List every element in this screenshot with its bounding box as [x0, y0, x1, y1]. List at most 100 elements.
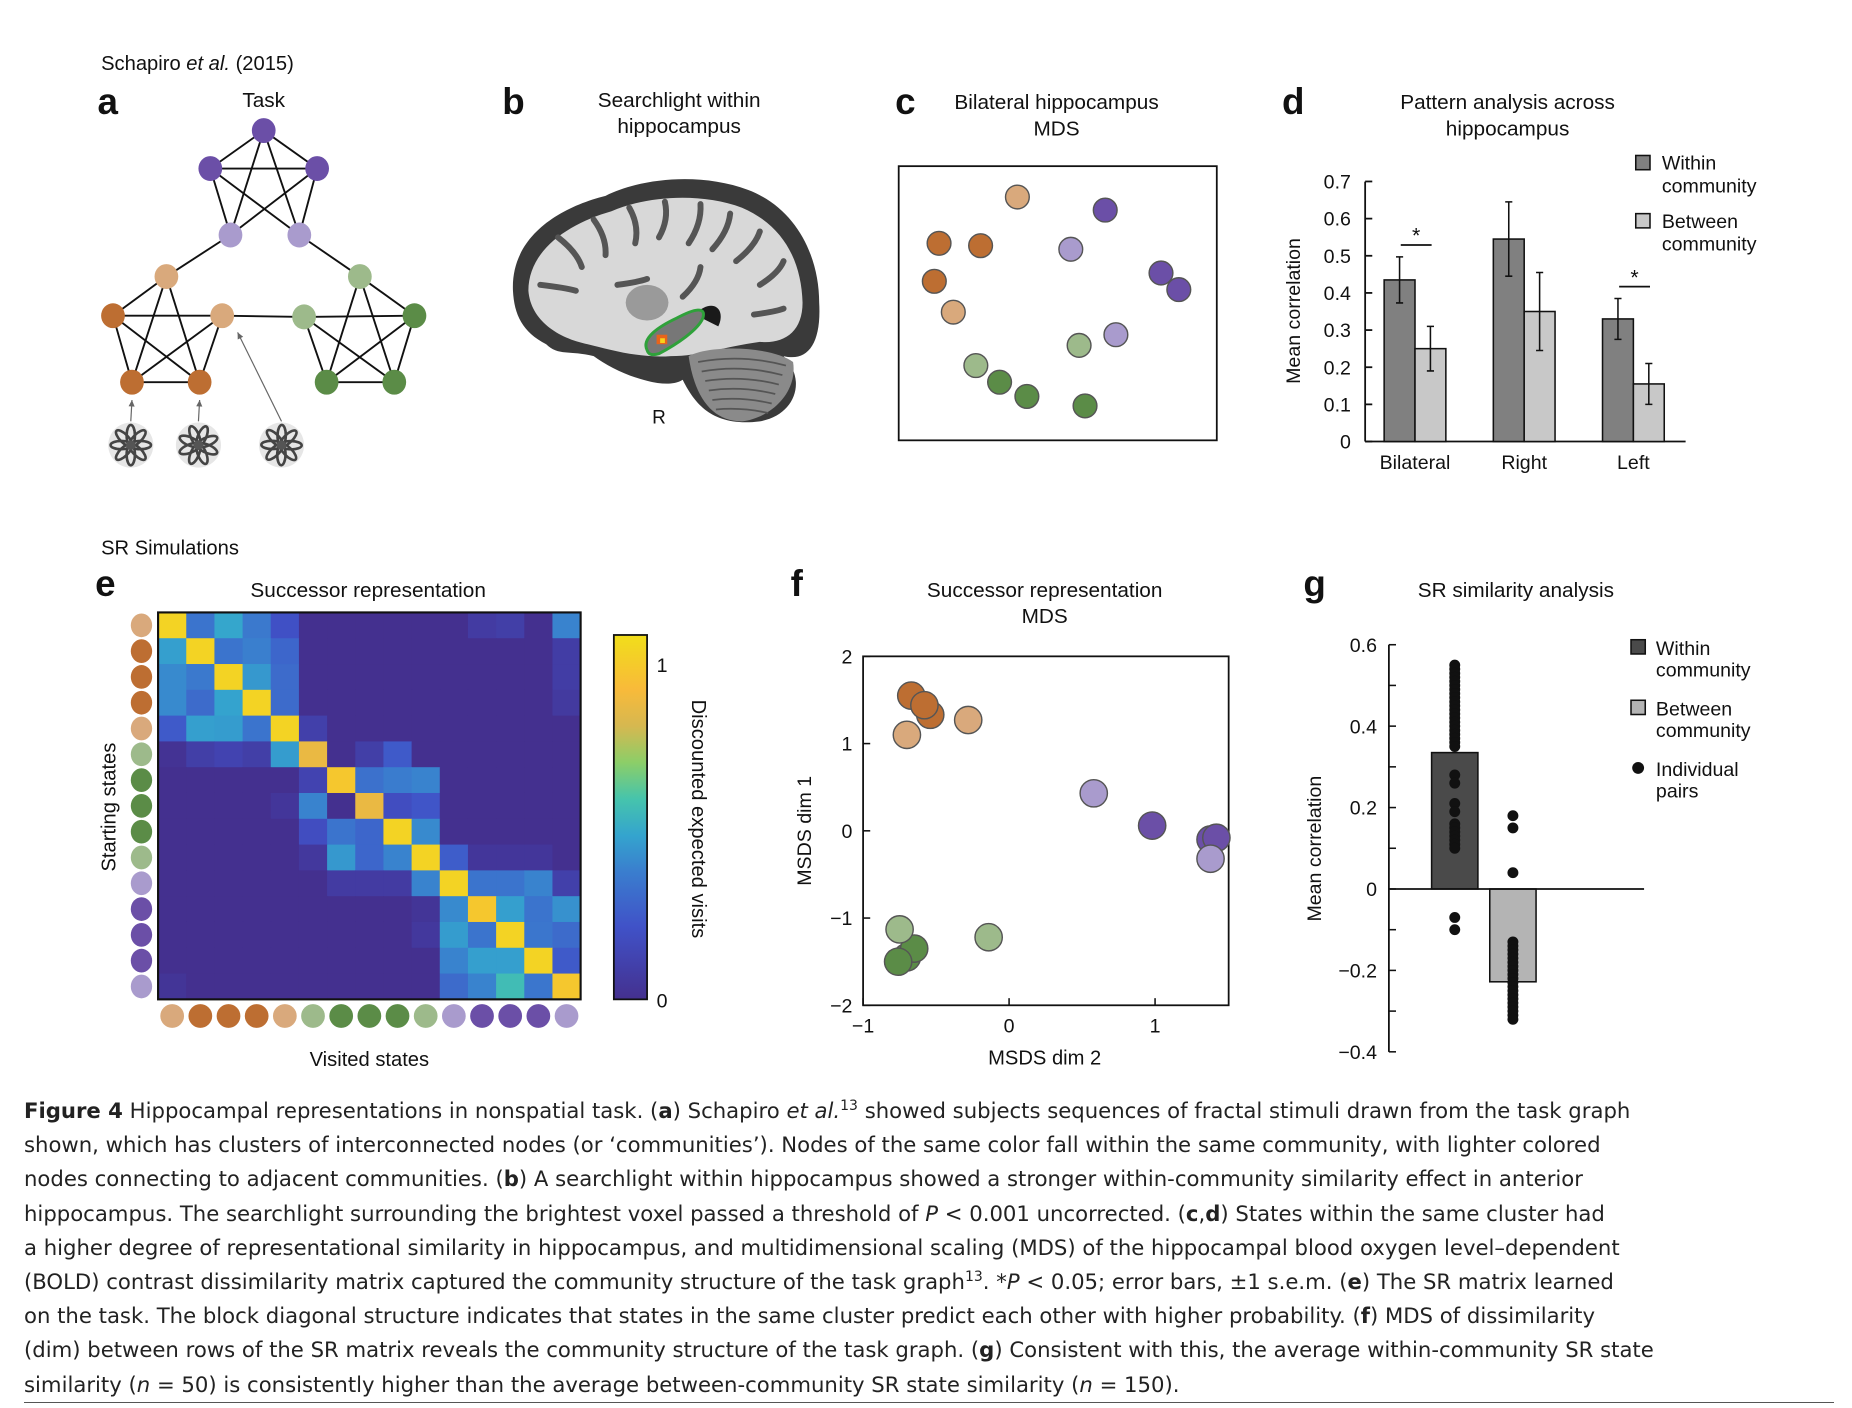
heatmap-cell: [242, 870, 272, 897]
pair-dot: [1449, 842, 1461, 854]
cerebellum-fold: [708, 387, 776, 395]
heatmap-cell: [552, 792, 582, 820]
caption-segment: ) MDS of dissimilarity: [1369, 1303, 1596, 1329]
heatmap-cell: [355, 921, 384, 949]
heatmap-cell: [496, 689, 525, 717]
legend-label: community: [1656, 660, 1751, 682]
heatmap-cell: [355, 741, 384, 768]
heatmap-cell: [270, 870, 300, 897]
caption-segment: n: [1079, 1371, 1093, 1397]
heatmap-cell: [186, 715, 215, 742]
heatmap-cell: [355, 818, 384, 846]
heatmap-cell: [298, 896, 328, 923]
heatmap-cell: [355, 896, 384, 923]
mds-plot-frame: [897, 165, 1218, 442]
caption-segment: a higher degree of representational simi…: [24, 1234, 1620, 1260]
heatmap-cell: [411, 896, 441, 923]
heatmap-cell: [270, 921, 300, 949]
heatmap-cell: [327, 741, 356, 768]
graph-edge: [131, 276, 168, 383]
caption-line: nodes connecting to adjacent communities…: [24, 1162, 1834, 1196]
thalamus-region: [625, 284, 669, 321]
graph-node: [198, 156, 223, 181]
heatmap-cell: [327, 973, 356, 1000]
visited-state-marker: [244, 1004, 269, 1028]
panel-e-title: Successor representation: [250, 579, 485, 602]
heatmap-cell: [355, 715, 384, 742]
colorbar: [612, 634, 648, 1001]
heatmap-cell: [496, 638, 525, 665]
heatmap-cell: [439, 921, 469, 949]
caption-segment: ) The SR matrix learned: [1361, 1269, 1614, 1295]
brain-sulcus: [626, 204, 640, 247]
starting-state-marker: [130, 690, 153, 715]
heatmap-cell: [158, 664, 187, 691]
brain-sulcus: [679, 264, 704, 300]
mds-point: [1072, 393, 1098, 419]
mds-point: [1092, 197, 1118, 223]
y-tick-label: −0.2: [1338, 961, 1377, 983]
arrow-head-icon: [237, 332, 244, 340]
heatmap-cell: [383, 638, 413, 665]
caption-segment: (dim) between rows of the SR matrix reve…: [24, 1337, 980, 1363]
heatmap-cell: [552, 612, 582, 639]
heatmap-cell: [439, 715, 469, 742]
caption-segment: = 150).: [1092, 1371, 1180, 1397]
heatmap-cell: [327, 767, 356, 794]
legend-label: Between: [1662, 211, 1738, 233]
panel-letter-b: b: [502, 81, 524, 122]
citation-part: (2015): [230, 53, 294, 75]
mds-point: [1014, 383, 1040, 410]
x-tick-label: −1: [852, 1016, 874, 1038]
y-tick-label: 0: [1366, 879, 1377, 901]
legend-label: community: [1656, 720, 1751, 742]
heatmap-cell: [524, 818, 553, 846]
heatmap-cell: [439, 973, 469, 1000]
heatmap-cell: [186, 689, 215, 717]
pair-dot: [1449, 924, 1461, 936]
colorbar-tick-label: 1: [657, 655, 668, 677]
figure-panels: Schapiro et al. (2015) SR Simulations a Tas…: [95, 53, 1757, 1071]
panel-b-title-line1: Searchlight within: [598, 89, 761, 112]
y-tick-label: 1: [842, 734, 853, 756]
starting-state-marker: [130, 819, 153, 844]
heatmap-cell: [383, 870, 413, 897]
heatmap-cell: [383, 973, 413, 1000]
cerebellum-fold: [715, 407, 769, 414]
error-bar: [1505, 201, 1513, 277]
heatmap-cell: [524, 664, 553, 691]
graph-edge: [304, 314, 415, 318]
heatmap-cell: [411, 664, 441, 691]
heatmap-cell: [327, 870, 356, 897]
graph-edge: [165, 276, 201, 383]
heatmap-cell: [327, 844, 356, 871]
citation-part: Schapiro: [101, 53, 186, 75]
brain-sulcus: [614, 275, 651, 288]
citation-part: et al.: [186, 53, 230, 75]
y-tick-label: 0.7: [1324, 172, 1351, 194]
scatter-point: [1079, 778, 1109, 808]
heatmap-cell: [355, 973, 384, 1000]
brain-sulcus: [537, 281, 579, 294]
pair-dot: [1507, 867, 1519, 879]
heatmap-cell: [298, 844, 328, 871]
heatmap-cell: [298, 715, 328, 742]
heatmap-cell: [411, 638, 441, 665]
starting-state-marker: [130, 845, 153, 870]
mds-point: [926, 230, 952, 256]
error-bar: [1645, 362, 1653, 406]
y-tick-label: 0.1: [1324, 394, 1351, 416]
brain-sulcus: [555, 234, 585, 271]
heatmap-cell: [411, 715, 441, 742]
legend-label: pairs: [1656, 781, 1699, 803]
graph-node: [305, 156, 329, 181]
heatmap-cell: [383, 664, 413, 691]
panel-letter-c: c: [895, 81, 915, 122]
heatmap-cell: [383, 689, 413, 717]
colorbar-tick-label: 0: [657, 991, 668, 1013]
x-tick-label: Right: [1501, 452, 1547, 474]
graph-node: [218, 222, 243, 248]
visited-state-marker: [554, 1004, 579, 1028]
heatmap-cell: [242, 896, 272, 923]
heatmap-cell: [214, 741, 244, 768]
